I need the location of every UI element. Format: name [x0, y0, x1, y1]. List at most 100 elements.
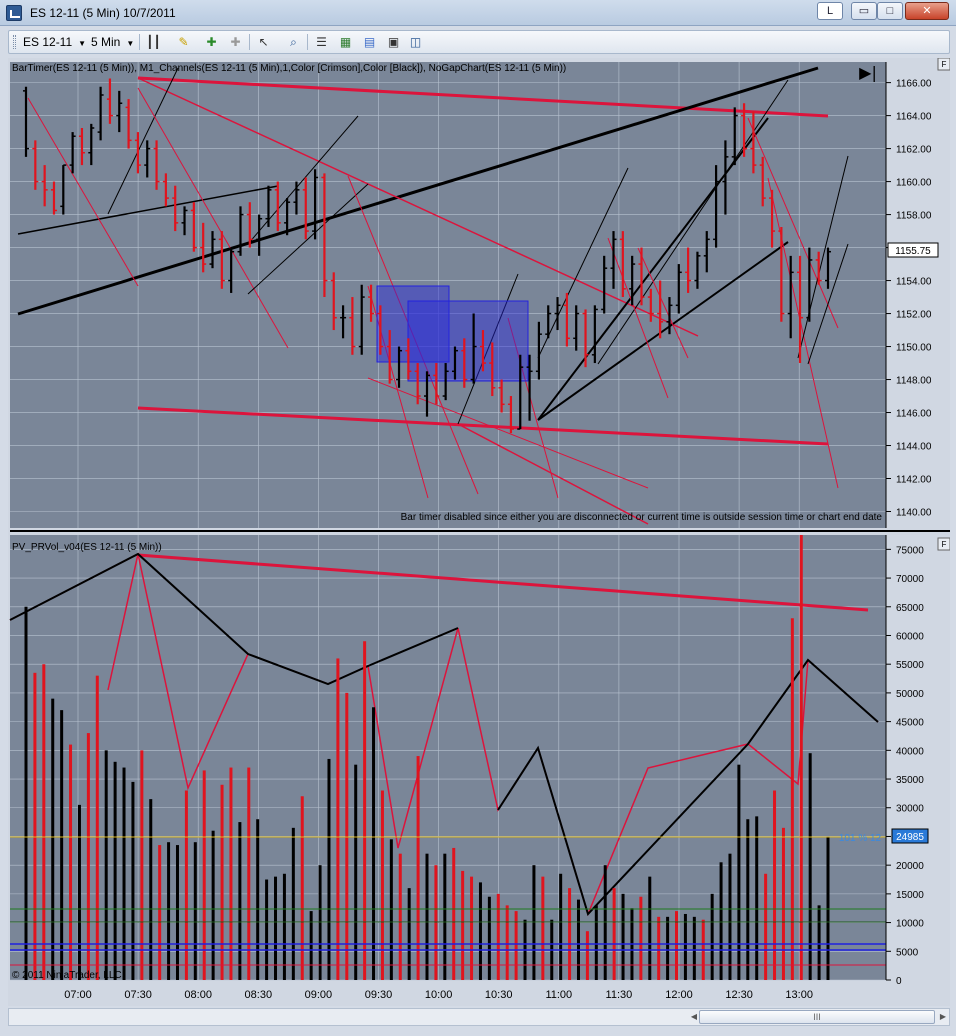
- scroll-left-icon[interactable]: ◀: [690, 1012, 698, 1021]
- price-bar: [629, 255, 636, 306]
- volume-bar: [621, 893, 625, 980]
- link-button[interactable]: L: [817, 2, 843, 20]
- volume-panel-header: PV_PRVol_v04(ES 12-11 (5 Min)): [12, 542, 162, 553]
- horizontal-scrollbar[interactable]: ◀ III ▶: [8, 1008, 950, 1026]
- trend-line: [107, 67, 179, 215]
- price-bar: [647, 288, 654, 322]
- price-panel-f-button[interactable]: [937, 58, 950, 71]
- price-tick-label: 1160.00: [896, 178, 932, 189]
- volume-bar: [42, 664, 46, 980]
- volume-bar: [799, 535, 803, 980]
- zoom-icon[interactable]: ⌕: [290, 35, 297, 49]
- price-bar: [535, 321, 542, 380]
- channel-line: [767, 177, 839, 489]
- price-bar: [517, 354, 524, 430]
- volume-tick-label: 35000: [896, 775, 924, 786]
- price-bar: [358, 284, 365, 355]
- title-bar: ES 12-11 (5 Min) 10/7/2011 L ▭ □ ✕: [0, 0, 956, 26]
- price-bar: [433, 363, 440, 405]
- volume-bar: [211, 830, 215, 980]
- toolbar-grip[interactable]: [13, 35, 16, 49]
- volume-trend-line: [9, 552, 459, 686]
- price-bar: [125, 99, 132, 149]
- time-tick-label: 09:30: [365, 989, 393, 1001]
- volume-bar: [86, 733, 90, 980]
- volume-bar: [282, 873, 286, 980]
- volume-bar: [657, 916, 661, 980]
- maximize-button[interactable]: □: [877, 2, 903, 20]
- pencil-draw-icon[interactable]: ✎: [178, 35, 189, 49]
- instrument-dropdown[interactable]: ES 12-11 ▼: [23, 34, 86, 50]
- scroll-right-icon[interactable]: ▶: [939, 1012, 947, 1021]
- price-bar: [787, 255, 794, 339]
- minimize-button[interactable]: ▭: [851, 2, 877, 20]
- price-bar: [88, 123, 95, 166]
- volume-bar: [514, 911, 518, 980]
- trend-line: [537, 167, 629, 359]
- volume-bar: [372, 707, 376, 980]
- volume-tick-label: 45000: [896, 718, 924, 729]
- close-button[interactable]: ✕: [905, 2, 949, 20]
- price-bar: [424, 371, 430, 417]
- data-box-icon[interactable]: ▦: [339, 35, 352, 49]
- price-bar: [32, 140, 39, 190]
- chart-area[interactable]: 1166.001164.001162.001160.001158.001156.…: [8, 58, 950, 1006]
- time-tick-label: 07:30: [124, 989, 152, 1001]
- volume-bar: [719, 862, 723, 980]
- volume-bar: [193, 842, 197, 980]
- properties-icon[interactable]: ☰: [316, 35, 327, 49]
- volume-bar: [380, 790, 384, 980]
- price-bar: [377, 305, 384, 355]
- current-volume-label: 24985: [896, 832, 924, 843]
- volume-bar: [675, 911, 679, 980]
- price-bar: [479, 330, 486, 372]
- trend-line: [247, 183, 369, 295]
- volume-bar: [354, 764, 358, 980]
- highlight-box[interactable]: [407, 300, 529, 382]
- snapshot-icon[interactable]: ▣: [387, 35, 400, 49]
- volume-panel-f-button[interactable]: [937, 537, 950, 551]
- price-bar: [722, 140, 729, 215]
- volume-drawings: [9, 552, 879, 917]
- chart-trader-icon[interactable]: ▤: [363, 35, 376, 49]
- price-bar: [507, 396, 514, 434]
- chart-app-icon: [6, 5, 22, 21]
- cursor-icon[interactable]: ↖: [258, 35, 269, 49]
- price-bar: [97, 86, 104, 141]
- time-tick-label: 07:00: [64, 989, 92, 1001]
- price-bar: [769, 189, 776, 248]
- price-bar: [685, 247, 692, 293]
- window-title: ES 12-11 (5 Min) 10/7/2011: [30, 6, 176, 20]
- template-icon[interactable]: ◫: [409, 35, 422, 49]
- volume-zigzag: [9, 552, 879, 917]
- trend-line: [537, 241, 789, 421]
- price-bar: [778, 226, 785, 322]
- volume-bar: [746, 819, 750, 980]
- add-indicator-icon[interactable]: ✚: [206, 35, 217, 49]
- trend-line: [537, 117, 769, 421]
- interval-dropdown[interactable]: 5 Min ▼: [91, 34, 134, 50]
- volume-bar: [568, 888, 572, 980]
- price-bar: [256, 214, 263, 256]
- trend-line: [457, 273, 519, 425]
- scrollbar-thumb[interactable]: III: [699, 1010, 935, 1024]
- volume-bar: [345, 692, 349, 980]
- volume-bar: [496, 893, 500, 980]
- volume-bar: [60, 710, 64, 980]
- chart-canvas[interactable]: 1166.001164.001162.001160.001158.001156.…: [8, 58, 950, 1006]
- price-bar: [228, 247, 235, 293]
- volume-bar: [175, 845, 179, 980]
- volume-bar: [274, 876, 278, 980]
- price-bar: [237, 206, 244, 256]
- strategy-icon[interactable]: ✚: [230, 35, 241, 49]
- price-bar: [797, 255, 804, 364]
- volume-tick-label: 55000: [896, 660, 924, 671]
- chevron-down-icon: ▼: [126, 39, 135, 48]
- price-bar: [312, 169, 319, 240]
- scroll-to-end-icon[interactable]: ▶|: [859, 63, 877, 82]
- volume-bar: [229, 767, 233, 980]
- volume-bar: [737, 764, 741, 980]
- volume-bar: [291, 827, 295, 980]
- bar-type-icon[interactable]: ┃┃: [146, 35, 161, 49]
- price-bar: [153, 140, 160, 190]
